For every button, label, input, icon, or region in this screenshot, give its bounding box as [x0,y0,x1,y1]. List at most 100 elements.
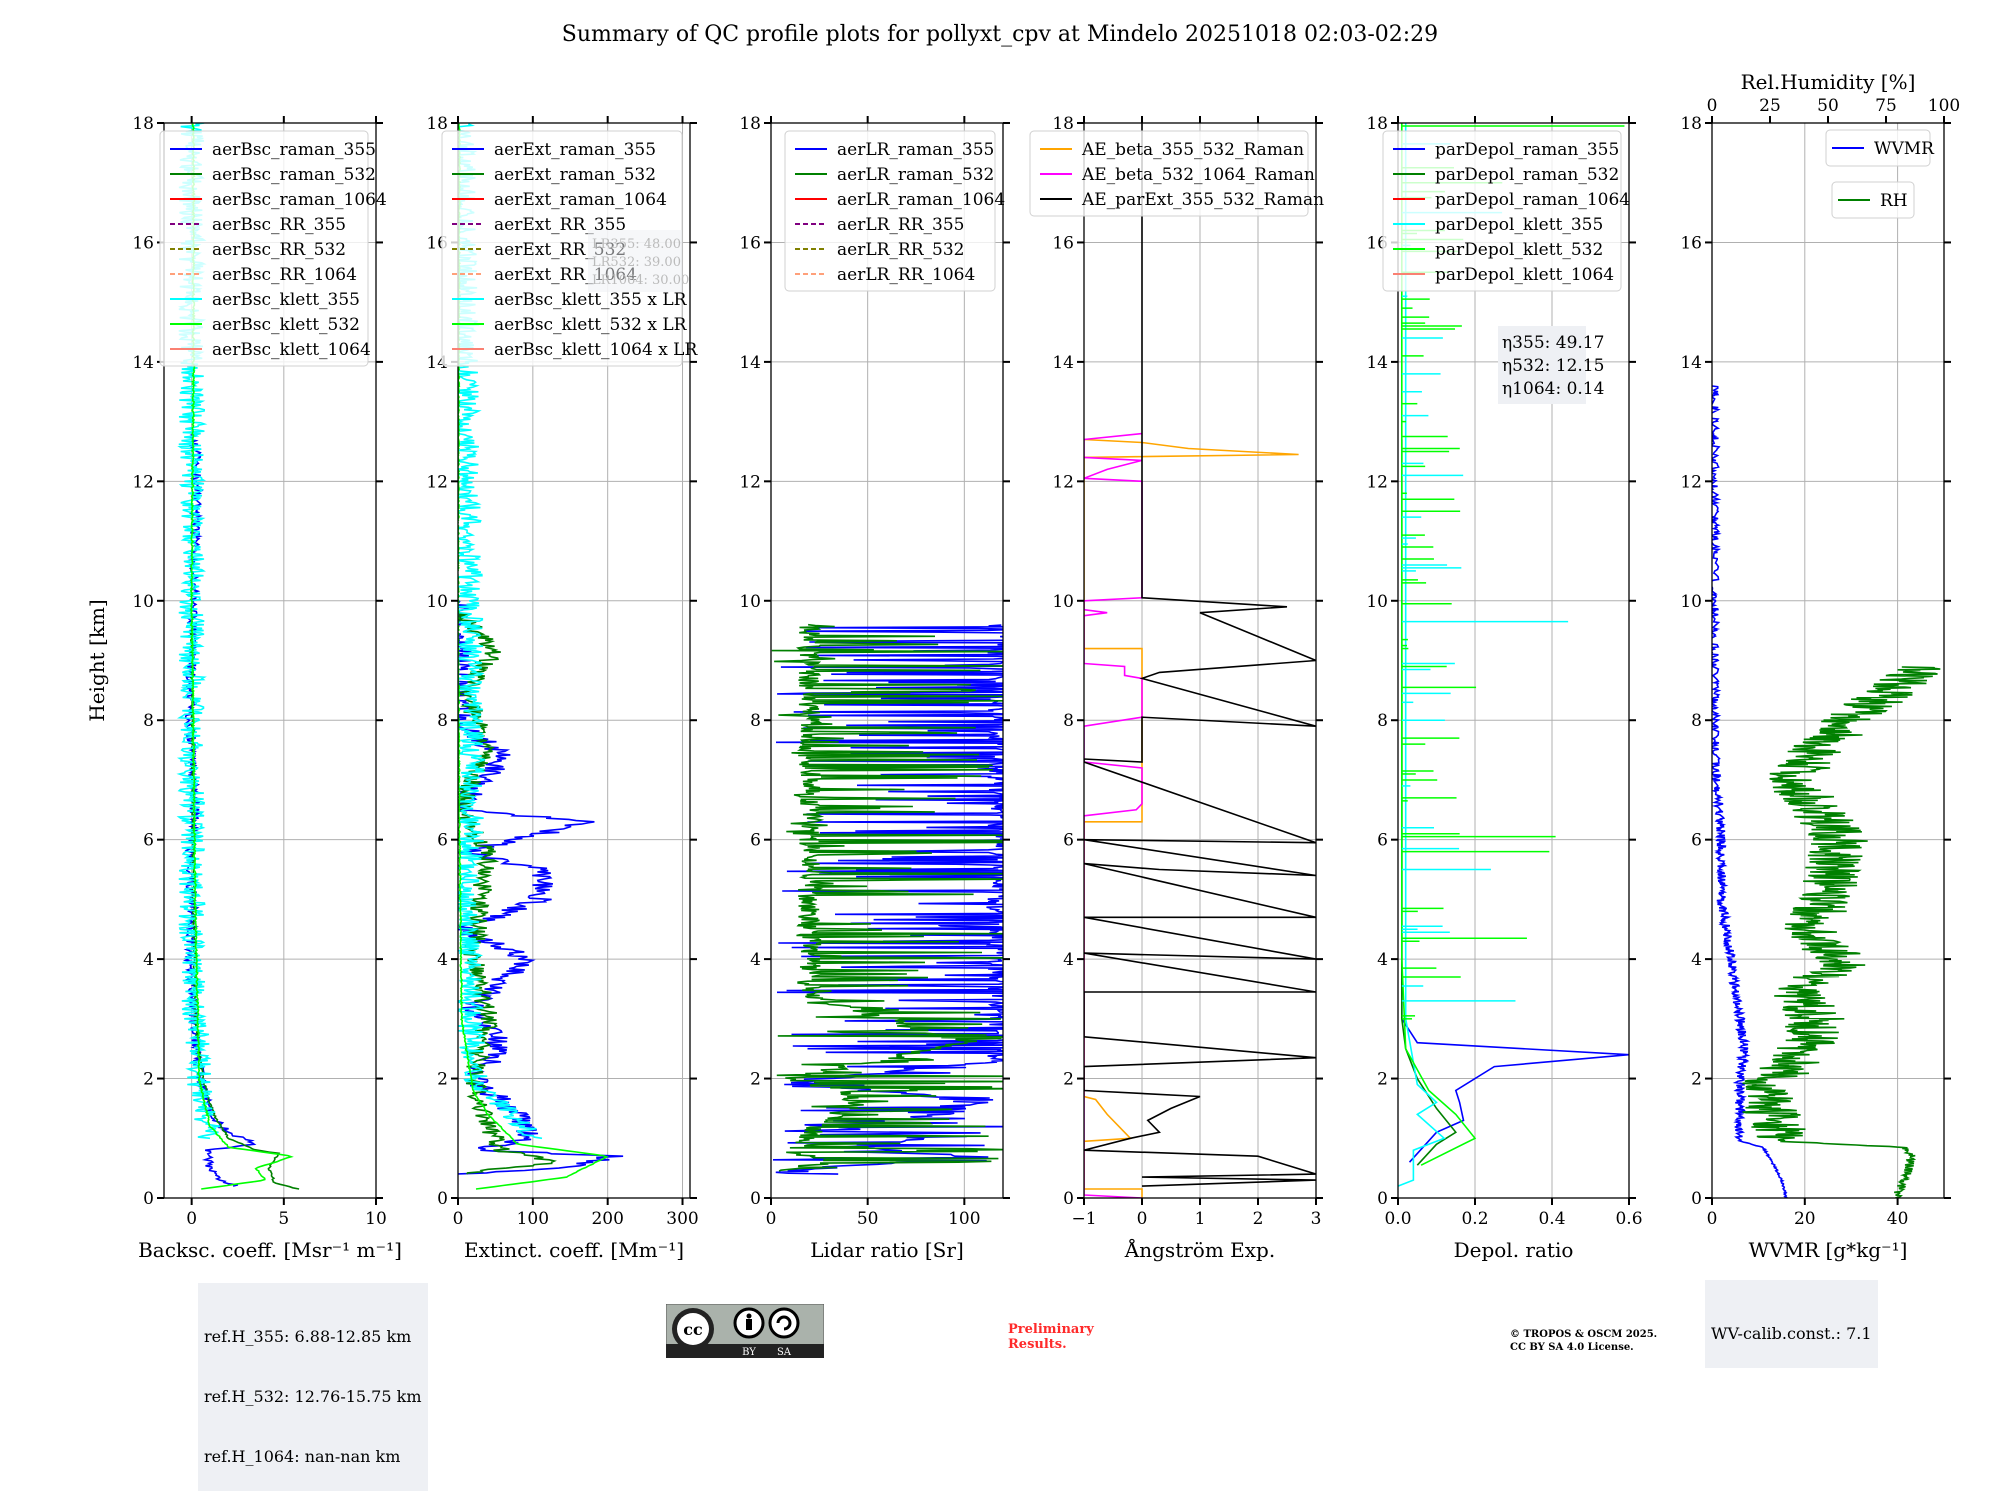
ytick-label: 4 [143,950,154,970]
ytick-label: 0 [437,1189,448,1209]
xtick-label: 100 [517,1209,549,1229]
xtick-label: −1 [1071,1209,1096,1229]
ytick-label: 6 [1063,831,1074,851]
legend-label: aerLR_RR_355 [837,215,964,235]
annotation-line: LR532: 39.00 [592,255,681,270]
ytick-label: 14 [1680,353,1702,373]
ytick-label: 16 [1052,233,1074,253]
annotation-line: LR355: 48.00 [592,237,681,252]
ytick-label: 16 [1680,233,1702,253]
xtick-label: 40 [1887,1209,1909,1229]
ytick-label: 4 [1691,950,1702,970]
annotation-box [588,230,682,292]
ytick-label: 2 [750,1070,761,1090]
ytick-label: 4 [1063,950,1074,970]
xtick-label: 0.2 [1461,1209,1488,1229]
ytick-label: 0 [1063,1189,1074,1209]
axes-frame [1397,122,1630,1199]
ytick-label: 10 [132,592,154,612]
legend-box [159,130,369,367]
legend-label: RH [1880,191,1908,211]
xtick-label: 0 [1137,1209,1148,1229]
series-line-aerExt_raman_355 [458,600,624,1175]
ytick-label: 8 [437,711,448,731]
series-line-parDepol_raman_355 [1401,439,1629,1163]
ytick-label: 4 [437,950,448,970]
ytick-label: 6 [1377,831,1388,851]
x-axis-label: Backsc. coeff. [Msr⁻¹ m⁻¹] [138,1238,402,1262]
xtick-top-label: 0 [1707,96,1718,116]
cc-by-sa-icon: cc BY SA [666,1304,824,1358]
ytick-label: 2 [1063,1070,1074,1090]
axes-frame [163,122,377,1199]
series-group [771,623,1003,1175]
legend-box [1382,130,1622,292]
xtick-label: 10 [365,1209,387,1229]
x-axis-label: WVMR [g*kg⁻¹] [1749,1238,1908,1262]
figure-title: Summary of QC profile plots for pollyxt_… [561,22,1439,47]
x-axis-label: Lidar ratio [Sr] [810,1238,964,1262]
ytick-label: 6 [437,831,448,851]
depol-calibration-annotation: η355: 49.17 η532: 12.15 η1064: 0.14 [1498,326,1604,404]
series-line-aerLR_raman_532 [771,623,1003,1172]
ytick-label: 8 [1063,711,1074,731]
ytick-label: 8 [143,711,154,731]
legend-label: AE_beta_355_532_Raman [1081,140,1304,160]
preliminary-results-note: Preliminary Results. [1008,1322,1094,1352]
legend-label: aerBsc_klett_532 [212,315,360,335]
ytick-label: 6 [143,831,154,851]
ytick-label: 0 [143,1189,154,1209]
ytick-label: 12 [426,472,448,492]
license-line: CC BY SA 4.0 License. [1510,1342,1634,1353]
legend-label: aerBsc_klett_1064 [212,340,371,360]
preliminary-line-1: Preliminary [1008,1322,1094,1337]
ref-height-532: ref.H_532: 12.76-15.75 km [204,1387,422,1406]
ytick-label: 10 [1680,592,1702,612]
legend-label: AE_parExt_355_532_Raman [1081,190,1324,210]
series-line-WVMR [1712,385,1788,1198]
annotation-line: η1064: 0.14 [1502,379,1604,399]
xtick-top-label: 75 [1875,96,1897,116]
legend-label: aerBsc_RR_1064 [212,265,357,285]
by-label: BY [742,1347,756,1358]
reference-heights-box: ref.H_355: 6.88-12.85 km ref.H_532: 12.7… [198,1283,428,1491]
legend-label: parDepol_klett_355 [1435,215,1603,235]
xtick-label: 0.6 [1615,1209,1642,1229]
series-line-parDepol_klett_355 [1398,123,1446,1187]
legend-label: aerLR_RR_532 [837,240,964,260]
ytick-label: 14 [132,353,154,373]
legend-label: aerLR_raman_532 [837,165,994,185]
legend: AE_beta_355_532_Raman AE_beta_532_1064_Ra… [1029,130,1324,217]
legend-label: parDepol_klett_532 [1435,240,1603,260]
series-line-parDepol_klett_532 [1401,123,1477,1166]
ref-height-355: ref.H_355: 6.88-12.85 km [204,1327,412,1346]
legend-box [1825,129,1931,167]
legend-label: aerBsc_raman_1064 [212,190,387,210]
legend-label: parDepol_klett_1064 [1435,265,1614,285]
legend-box [1029,130,1309,217]
ytick-label: 14 [1366,353,1388,373]
copyright-line-1: © TROPOS & OSCM 2025. [1510,1329,1658,1340]
ytick-label: 2 [1691,1070,1702,1090]
series-line-aerLR_raman_355 [772,624,1003,1175]
annotation-line: η532: 12.15 [1502,356,1604,376]
ytick-label: 12 [739,472,761,492]
xtick-label: 200 [591,1209,623,1229]
series-group [1084,123,1316,1198]
ytick-label: 10 [739,592,761,612]
series-line-AE_beta_355_532_Raman [1084,438,1299,1198]
annotation-box [1498,326,1586,404]
xtick-label: 0 [453,1209,464,1229]
ytick-label: 8 [1691,711,1702,731]
wv-calibration-box: WV-calib.const.: 7.1 [1705,1280,1878,1368]
xtick-label: 0 [1707,1209,1718,1229]
ytick-label: 12 [1366,472,1388,492]
sa-label: SA [777,1347,792,1358]
ytick-label: 2 [143,1070,154,1090]
xtick-top-label: 50 [1817,96,1839,116]
xtick-label: 300 [666,1209,698,1229]
